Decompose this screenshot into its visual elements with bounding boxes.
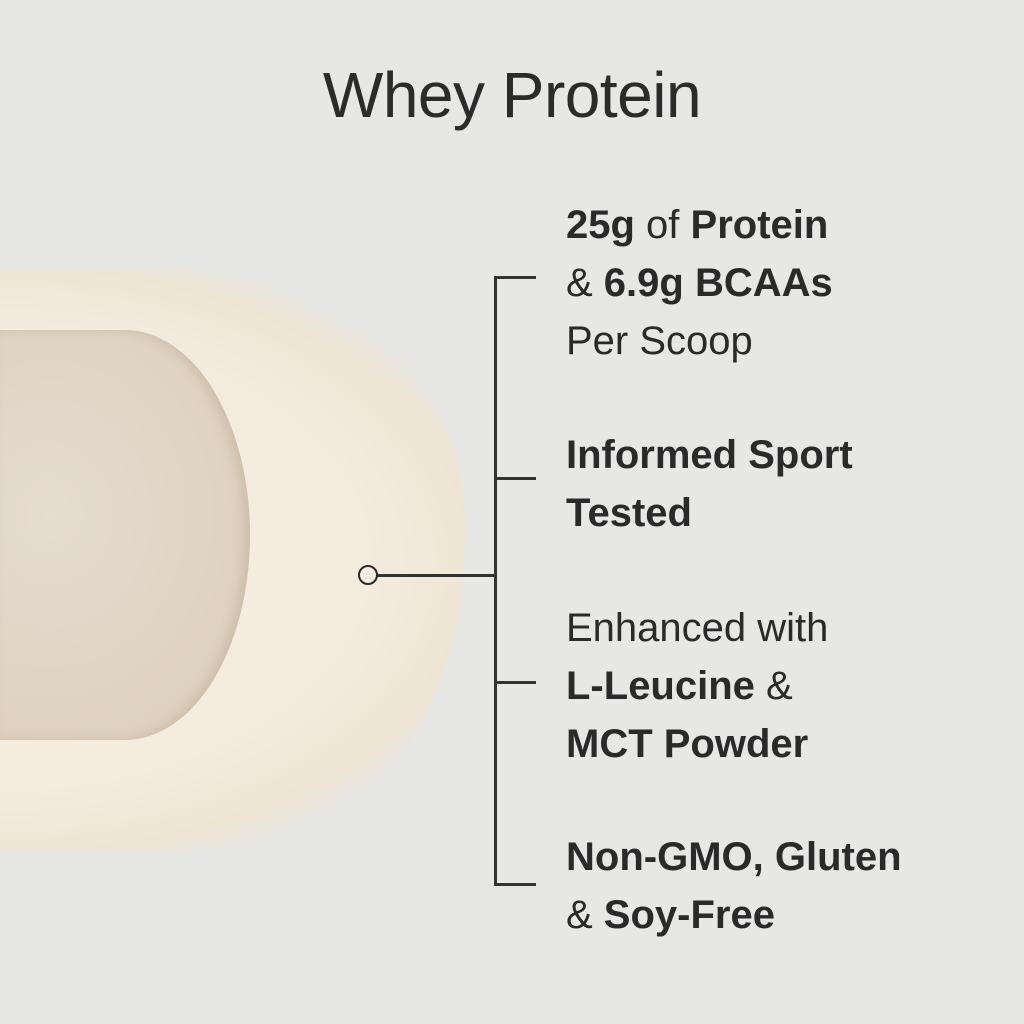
feature-line: L-Leucine & xyxy=(566,657,1006,715)
feature-text: Per Scoop xyxy=(566,319,753,363)
bracket-tick-2 xyxy=(494,477,536,480)
feature-text-bold: Non-GMO, Gluten xyxy=(566,835,902,879)
bracket-tick-4 xyxy=(494,883,536,886)
feature-line: 25g of Protein xyxy=(566,196,1006,254)
feature-line: Informed Sport xyxy=(566,426,1006,484)
feature-text: of xyxy=(634,203,691,247)
feature-line: Per Scoop xyxy=(566,312,1006,370)
powder-scoop-impression xyxy=(0,330,250,740)
bracket-tick-1 xyxy=(494,276,536,279)
feature-text-bold: MCT Powder xyxy=(566,722,809,766)
pointer-line xyxy=(376,574,496,577)
feature-text-bold: Informed Sport xyxy=(566,433,853,477)
feature-text-bold: Tested xyxy=(566,491,692,535)
bracket-tick-3 xyxy=(494,681,536,684)
feature-text-bold: Protein xyxy=(690,203,829,247)
feature-protein: 25g of Protein & 6.9g BCAAs Per Scoop xyxy=(566,196,1006,370)
feature-text-bold: L-Leucine xyxy=(566,664,755,708)
feature-text: & xyxy=(754,664,793,708)
feature-line: & 6.9g BCAAs xyxy=(566,254,1006,312)
pointer-dot-icon xyxy=(358,565,378,585)
feature-text: & xyxy=(566,261,604,305)
feature-text-bold: 25g xyxy=(566,203,635,247)
page-title: Whey Protein xyxy=(322,59,702,131)
feature-line: & Soy-Free xyxy=(566,886,1006,944)
feature-text-bold: Soy-Free xyxy=(603,893,775,937)
feature-informed-sport: Informed Sport Tested xyxy=(566,426,1006,542)
feature-line: Enhanced with xyxy=(566,599,1006,657)
feature-text-bold: 6.9g BCAAs xyxy=(603,261,833,305)
feature-non-gmo: Non-GMO, Gluten & Soy-Free xyxy=(566,828,1006,944)
feature-text: & xyxy=(566,893,604,937)
bracket-vertical xyxy=(494,277,497,885)
feature-line: MCT Powder xyxy=(566,715,1006,773)
feature-enhanced: Enhanced with L-Leucine & MCT Powder xyxy=(566,599,1006,773)
feature-line: Tested xyxy=(566,484,1006,542)
feature-line: Non-GMO, Gluten xyxy=(566,828,1006,886)
feature-text: Enhanced with xyxy=(566,606,829,650)
